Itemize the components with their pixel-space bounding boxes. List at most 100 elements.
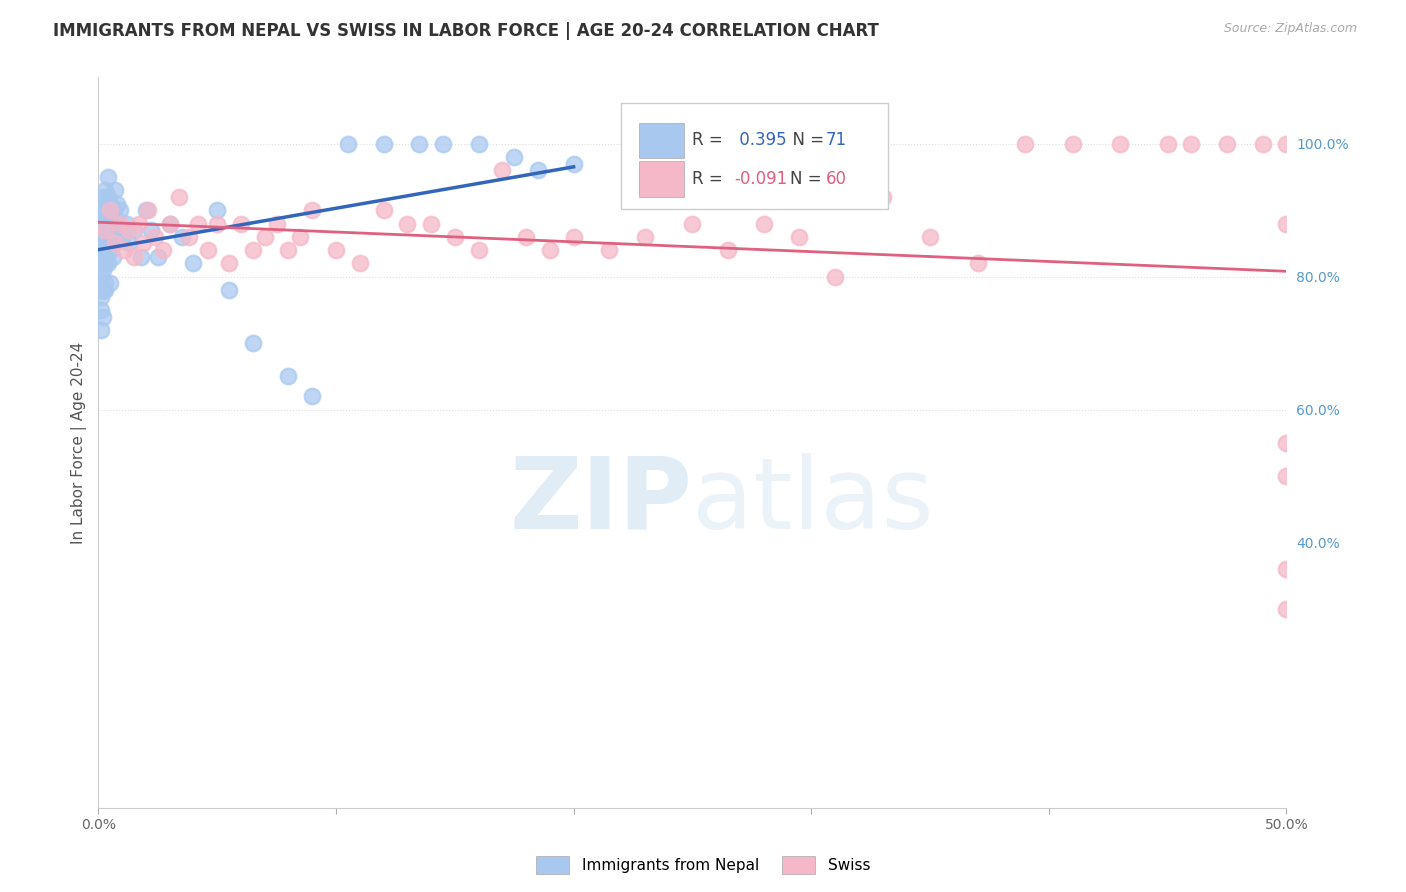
Point — [90, 203, 112, 218]
Point — [94, 250, 117, 264]
Point — [91, 283, 114, 297]
Point — [146, 250, 169, 264]
Point — [115, 217, 138, 231]
Point — [515, 230, 537, 244]
Point — [491, 163, 513, 178]
Point — [290, 230, 312, 244]
Point — [349, 256, 371, 270]
Point — [1216, 136, 1239, 151]
Point — [90, 290, 112, 304]
Point — [98, 243, 121, 257]
Point — [872, 190, 894, 204]
Point — [91, 190, 114, 204]
Point — [1180, 136, 1202, 151]
Point — [1156, 136, 1178, 151]
Point — [94, 196, 117, 211]
Text: 60: 60 — [825, 170, 846, 188]
Point — [1275, 435, 1298, 450]
Point — [91, 263, 114, 277]
Point — [1251, 136, 1274, 151]
Point — [111, 230, 134, 244]
Text: N =: N = — [782, 130, 830, 149]
Point — [170, 230, 193, 244]
Point — [108, 217, 131, 231]
Point — [373, 136, 395, 151]
Point — [408, 136, 430, 151]
Point — [129, 250, 152, 264]
Point — [229, 217, 252, 231]
Point — [197, 243, 219, 257]
Point — [97, 236, 120, 251]
Point — [97, 190, 120, 204]
Point — [94, 223, 117, 237]
Point — [918, 230, 941, 244]
Point — [118, 223, 141, 237]
Point — [538, 243, 561, 257]
Point — [97, 169, 120, 184]
Legend: Immigrants from Nepal, Swiss: Immigrants from Nepal, Swiss — [530, 850, 876, 880]
Point — [98, 277, 121, 291]
Point — [527, 163, 550, 178]
Point — [108, 203, 131, 218]
Point — [277, 243, 299, 257]
Point — [91, 230, 114, 244]
Point — [101, 203, 124, 218]
Point — [91, 223, 114, 237]
Point — [277, 369, 299, 384]
Point — [177, 230, 200, 244]
Point — [1275, 469, 1298, 483]
Point — [122, 250, 145, 264]
Point — [183, 256, 205, 270]
Point — [562, 230, 585, 244]
Point — [90, 302, 112, 317]
Text: R =: R = — [692, 130, 728, 149]
Point — [396, 217, 419, 231]
Point — [91, 283, 114, 297]
Point — [94, 223, 117, 237]
Text: 71: 71 — [825, 130, 846, 149]
Point — [1275, 601, 1298, 615]
Point — [118, 236, 141, 251]
Point — [94, 256, 117, 270]
Point — [139, 223, 162, 237]
Point — [634, 230, 657, 244]
Point — [94, 217, 117, 231]
Point — [132, 236, 155, 251]
Point — [218, 256, 240, 270]
Point — [91, 310, 114, 324]
Point — [101, 250, 124, 264]
Point — [114, 243, 136, 257]
Point — [301, 203, 323, 218]
Point — [94, 203, 117, 218]
Point — [104, 183, 127, 197]
Point — [301, 389, 323, 403]
Point — [373, 203, 395, 218]
Point — [503, 150, 526, 164]
Point — [90, 256, 112, 270]
Point — [966, 256, 988, 270]
Point — [145, 230, 167, 244]
Point — [91, 256, 114, 270]
Text: N =: N = — [790, 170, 827, 188]
Point — [789, 230, 811, 244]
Point — [1062, 136, 1084, 151]
Point — [94, 277, 117, 291]
Point — [1275, 136, 1298, 151]
Point — [97, 256, 120, 270]
Point — [167, 190, 190, 204]
Point — [105, 223, 128, 237]
Text: 0.395: 0.395 — [734, 130, 786, 149]
Point — [159, 217, 181, 231]
Point — [98, 203, 121, 218]
Point — [205, 203, 228, 218]
FancyBboxPatch shape — [621, 103, 889, 209]
Point — [128, 217, 150, 231]
Point — [681, 217, 703, 231]
Point — [752, 217, 775, 231]
Point — [467, 243, 489, 257]
Point — [325, 243, 347, 257]
Text: Source: ZipAtlas.com: Source: ZipAtlas.com — [1223, 22, 1357, 36]
Point — [97, 217, 120, 231]
Point — [90, 283, 112, 297]
Point — [105, 196, 128, 211]
